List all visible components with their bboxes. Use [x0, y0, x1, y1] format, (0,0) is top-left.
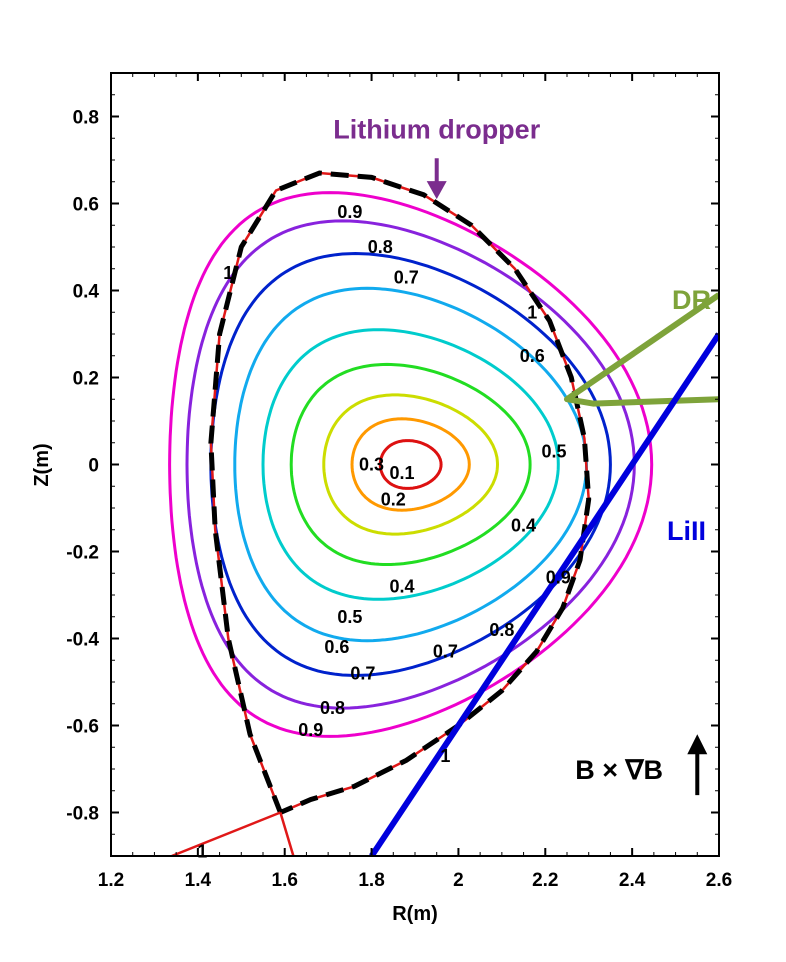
separatrix-label: 1 — [440, 746, 450, 766]
dr-sightline — [564, 292, 719, 407]
annotations-layer: Lithium dropper DR LiII B × ∇B — [333, 114, 711, 796]
lithium-dropper-arrow-head — [426, 181, 447, 200]
lithium-dropper-label: Lithium dropper — [333, 114, 540, 144]
separatrix-dashed — [208, 170, 592, 815]
contours-layer — [168, 191, 654, 738]
separatrix-label: 1 — [197, 842, 207, 862]
y-tick-label: 0.2 — [73, 369, 99, 390]
flux-contour-0.5 — [261, 328, 560, 601]
x-tick-label: 2.6 — [706, 870, 732, 891]
x-axis-title: R(m) — [392, 903, 438, 925]
separatrix-leg — [171, 811, 281, 856]
contour-label: 0.6 — [520, 346, 545, 366]
y-tick-label: 0.8 — [73, 108, 99, 129]
contour-label: 0.9 — [298, 720, 323, 740]
contour-labels-layer: 0.90.80.70.60.50.40.3 0.10.20.40.50.60.70… — [197, 202, 571, 861]
y-axis-title: Z(m) — [31, 443, 53, 486]
x-tick-label: 1.6 — [272, 870, 298, 891]
dr-label: DR — [672, 285, 711, 315]
bxgradb-arrow-head — [687, 734, 708, 755]
contour-label: 0.5 — [541, 441, 566, 461]
x-tick-label: 2 — [453, 870, 464, 891]
contour-label: 0.8 — [489, 620, 514, 640]
lill-label: LiII — [667, 516, 706, 546]
flux-contour-0.6 — [233, 286, 589, 643]
y-tick-label: 0.6 — [73, 195, 99, 216]
flux-contour-0.3 — [322, 393, 500, 536]
contour-label: 0.7 — [394, 267, 419, 287]
flux-contour-0.2 — [350, 417, 471, 512]
x-tick-label: 1.4 — [185, 870, 212, 891]
contour-label: 0.8 — [320, 698, 345, 718]
flux-contour-0.9 — [168, 191, 654, 738]
contour-label: 0.1 — [389, 463, 414, 483]
y-tick-label: -0.2 — [66, 543, 99, 564]
y-tick-label: 0 — [88, 456, 99, 477]
contour-label: 0.7 — [433, 642, 458, 662]
diagnostic-lines-layer — [369, 292, 719, 856]
x-tick-label: 1.2 — [98, 870, 124, 891]
x-tick-label: 2.4 — [619, 870, 646, 891]
y-tick-label: 0.4 — [73, 282, 100, 303]
x-tick-label: 2.2 — [532, 870, 558, 891]
lill-sightline — [369, 332, 719, 856]
flux-contour-0.1 — [378, 439, 443, 490]
contour-label: 0.4 — [511, 515, 536, 535]
y-tick-label: -0.6 — [66, 717, 99, 738]
y-tick-label: -0.4 — [66, 630, 99, 651]
separatrix-label: 1 — [223, 263, 233, 283]
contour-label: 0.2 — [381, 489, 406, 509]
flux-contour-0.8 — [185, 219, 636, 710]
contour-label: 0.8 — [368, 237, 393, 257]
contour-label: 0.4 — [389, 576, 414, 596]
contour-label: 0.7 — [350, 663, 375, 683]
bxgradb-label: B × ∇B — [575, 755, 663, 785]
contour-label: 0.9 — [337, 202, 362, 222]
ticks-layer: 1.2 1.4 1.6 1.8 2 2.2 2.4 2.6 -0.8 -0.6 -0.4 -0.2 0 0… — [66, 72, 732, 891]
contour-label: 0.6 — [324, 637, 349, 657]
contour-label: 0.9 — [546, 568, 571, 588]
contour-label: 0.3 — [359, 455, 384, 475]
x-tick-label: 1.8 — [358, 870, 384, 891]
y-tick-label: -0.8 — [66, 804, 99, 825]
separatrix-leg — [279, 812, 295, 856]
flux-contour-0.4 — [289, 362, 532, 566]
contour-label: 0.5 — [337, 607, 362, 627]
separatrix-label: 1 — [527, 302, 537, 322]
